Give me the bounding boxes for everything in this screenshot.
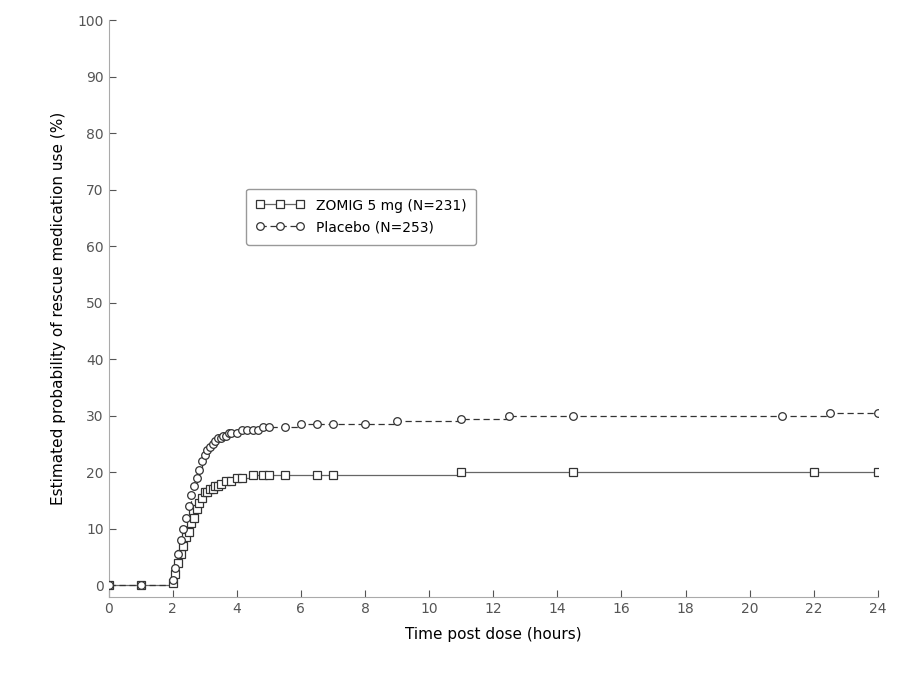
- Legend: ZOMIG 5 mg (N=231), Placebo (N=253): ZOMIG 5 mg (N=231), Placebo (N=253): [246, 188, 476, 245]
- X-axis label: Time post dose (hours): Time post dose (hours): [405, 626, 582, 641]
- Y-axis label: Estimated probability of rescue medication use (%): Estimated probability of rescue medicati…: [52, 112, 66, 505]
